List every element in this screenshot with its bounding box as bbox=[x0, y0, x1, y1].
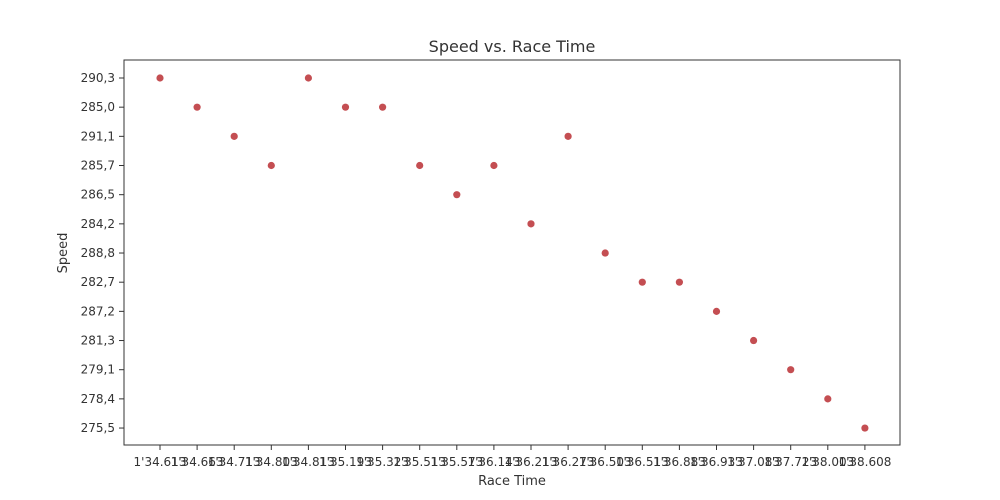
data-point bbox=[453, 191, 461, 199]
data-point bbox=[750, 336, 758, 345]
data-point bbox=[564, 132, 572, 140]
x-tick-label: 1'36.883 bbox=[653, 455, 706, 469]
x-tick-label: 1'36.513 bbox=[616, 455, 669, 469]
x-axis-ticks: 1'34.6131'34.6631'34.7131'34.8031'34.813… bbox=[134, 445, 891, 469]
x-tick-label: 1'38.003 bbox=[801, 455, 854, 469]
y-tick-label: 281,3 bbox=[81, 334, 115, 348]
y-axis-ticks: 290,3 285,0 291,1 285,7 286,5 284,2 288,8 282,7… bbox=[81, 71, 124, 435]
data-point bbox=[861, 424, 869, 432]
data-point bbox=[675, 278, 684, 286]
y-axis-label: Speed bbox=[56, 233, 71, 274]
x-axis-label: Race Time bbox=[478, 474, 546, 489]
x-tick-label: 1'37.723 bbox=[764, 455, 817, 469]
x-tick-label: 1'35.323 bbox=[356, 455, 409, 469]
y-tick-label: 279,1 bbox=[81, 363, 115, 377]
plot-area bbox=[123, 59, 901, 446]
x-tick-label: 1'34.663 bbox=[171, 455, 224, 469]
x-tick-label: 1'34.613 bbox=[134, 455, 187, 469]
y-tick-label: 284,2 bbox=[81, 217, 115, 231]
y-tick-label: 278,4 bbox=[81, 392, 115, 406]
data-point bbox=[527, 220, 535, 228]
data-point bbox=[267, 161, 275, 170]
x-tick-label: 1'36.503 bbox=[579, 455, 632, 469]
data-point bbox=[601, 249, 609, 257]
data-point bbox=[156, 74, 164, 82]
data-point bbox=[304, 74, 312, 82]
y-tick-label: 288,8 bbox=[81, 246, 115, 260]
y-tick-label: 286,5 bbox=[81, 188, 115, 202]
data-point bbox=[712, 307, 721, 315]
data-point bbox=[379, 103, 387, 111]
x-tick-label: 1'34.803 bbox=[245, 455, 298, 469]
x-tick-label: 1'36.933 bbox=[690, 455, 743, 469]
x-tick-label: 1'37.083 bbox=[727, 455, 780, 469]
x-tick-label: 1'34.713 bbox=[208, 455, 261, 469]
data-point bbox=[490, 161, 498, 170]
data-point bbox=[638, 278, 646, 286]
data-point bbox=[824, 395, 832, 403]
y-tick-label: 291,1 bbox=[81, 129, 115, 143]
x-tick-label: 1'34.813 bbox=[282, 455, 335, 469]
x-tick-label: 1'35.513 bbox=[393, 455, 446, 469]
y-tick-label: 285,0 bbox=[81, 100, 115, 114]
data-point bbox=[193, 103, 201, 111]
data-points bbox=[156, 74, 869, 432]
data-point bbox=[416, 161, 424, 170]
x-tick-label: 1'36.213 bbox=[505, 455, 558, 469]
data-point bbox=[787, 366, 795, 374]
x-tick-label: 1'36.143 bbox=[467, 455, 520, 469]
x-tick-label: 1'35.573 bbox=[430, 455, 483, 469]
y-tick-label: 285,7 bbox=[81, 159, 115, 173]
y-tick-label: 282,7 bbox=[81, 275, 115, 289]
x-tick-label: 1'38.608 bbox=[838, 455, 891, 469]
chart-title: Speed vs. Race Time bbox=[429, 37, 596, 56]
x-tick-label: 1'35.193 bbox=[319, 455, 372, 469]
y-tick-label: 290,3 bbox=[81, 71, 115, 85]
data-point bbox=[341, 103, 350, 111]
y-tick-label: 275,5 bbox=[81, 421, 115, 435]
x-tick-label: 1'36.273 bbox=[542, 455, 595, 469]
data-point bbox=[230, 132, 238, 140]
y-tick-label: 287,2 bbox=[81, 304, 115, 318]
